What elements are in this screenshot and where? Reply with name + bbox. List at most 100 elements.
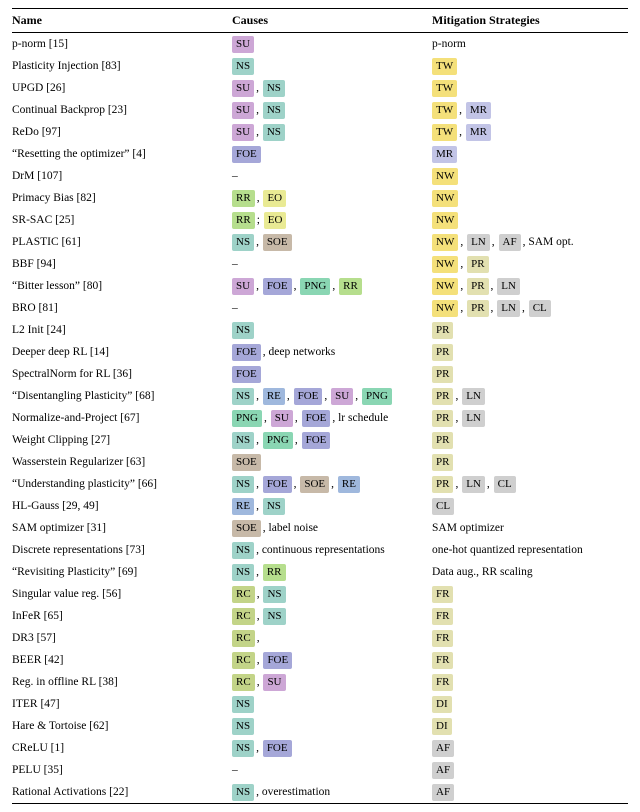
cell-name: Normalize-and-Project [67]: [12, 407, 232, 429]
cell-causes: SU, NS: [232, 99, 432, 121]
cell-mitigation: TW: [432, 77, 628, 99]
tag-pr: PR: [467, 278, 488, 295]
method-name: Singular value reg.: [12, 588, 102, 600]
plain-text: ,: [257, 676, 263, 688]
cell-mitigation: MR: [432, 143, 628, 165]
tag-re: RE: [263, 388, 285, 405]
cell-causes: –: [232, 253, 432, 275]
tag-cl: CL: [529, 300, 551, 317]
tag-tw: TW: [432, 80, 457, 97]
tag-fr: FR: [432, 674, 453, 691]
tag-foe: FOE: [232, 344, 261, 361]
tag-rc: RC: [232, 608, 255, 625]
cell-mitigation: PR: [432, 319, 628, 341]
cell-causes: RC, NS: [232, 583, 432, 605]
table-row: Reg. in offline RL [38]RC, SUFR: [12, 671, 628, 693]
table-row: “Bitter lesson” [80]SU, FOE, PNG, RRNW, …: [12, 275, 628, 297]
cell-causes: NS, RR: [232, 561, 432, 583]
cell-name: InFeR [65]: [12, 605, 232, 627]
tag-fr: FR: [432, 652, 453, 669]
tag-soe: SOE: [300, 476, 329, 493]
cell-mitigation: NW, PR: [432, 253, 628, 275]
tag-pr: PR: [432, 344, 453, 361]
col-name-header: Name: [12, 9, 232, 33]
methods-table: Name Causes Mitigation Strategies p-norm…: [12, 8, 628, 804]
cell-mitigation: p-norm: [432, 33, 628, 56]
tag-af: AF: [432, 762, 454, 779]
cell-causes: RC, NS: [232, 605, 432, 627]
tag-cl: CL: [494, 476, 516, 493]
tag-ns: NS: [232, 58, 254, 75]
citation-ref: [31]: [87, 522, 106, 534]
cell-causes: NS, overestimation: [232, 781, 432, 804]
tag-su: SU: [232, 80, 254, 97]
table-row: Discrete representations [73]NS, continu…: [12, 539, 628, 561]
cell-mitigation: FR: [432, 605, 628, 627]
tag-ln: LN: [462, 410, 485, 427]
plain-text: ,: [256, 566, 262, 578]
method-name: PELU: [12, 764, 44, 776]
method-name: Reg. in offline RL: [12, 676, 99, 688]
table-row: Wasserstein Regularizer [63]SOEPR: [12, 451, 628, 473]
tag-di: DI: [432, 718, 452, 735]
cell-mitigation: PR, LN, CL: [432, 473, 628, 495]
cell-causes: SOE: [232, 451, 432, 473]
cell-causes: NS: [232, 55, 432, 77]
tag-foe: FOE: [302, 432, 331, 449]
tag-rr: RR: [339, 278, 362, 295]
tag-foe: FOE: [232, 146, 261, 163]
tag-pr: PR: [432, 410, 453, 427]
citation-ref: [94]: [37, 258, 56, 270]
tag-ns: NS: [232, 234, 254, 251]
cell-causes: PNG, SU, FOE, lr schedule: [232, 407, 432, 429]
plain-text: ,: [522, 302, 528, 314]
tag-nw: NW: [432, 190, 458, 207]
cell-mitigation: Data aug., RR scaling: [432, 561, 628, 583]
cell-mitigation: TW, MR: [432, 121, 628, 143]
cell-name: DrM [107]: [12, 165, 232, 187]
cell-name: BBF [94]: [12, 253, 232, 275]
cell-mitigation: TW: [432, 55, 628, 77]
citation-ref: [80]: [83, 280, 102, 292]
col-causes-header: Causes: [232, 9, 432, 33]
plain-text: ,: [460, 302, 466, 314]
cell-causes: –: [232, 165, 432, 187]
cell-mitigation: CL: [432, 495, 628, 517]
cell-name: ReDo [97]: [12, 121, 232, 143]
plain-text: ,: [256, 280, 262, 292]
cell-name: ITER [47]: [12, 693, 232, 715]
cell-name: SpectralNorm for RL [36]: [12, 363, 232, 385]
tag-af: AF: [432, 784, 454, 801]
cell-causes: SU: [232, 33, 432, 56]
cell-name: Wasserstein Regularizer [63]: [12, 451, 232, 473]
citation-ref: [57]: [37, 632, 56, 644]
cell-causes: SU, FOE, PNG, RR: [232, 275, 432, 297]
cell-name: “Revisiting Plasticity” [69]: [12, 561, 232, 583]
plain-text: ,: [355, 390, 361, 402]
citation-ref: [1]: [51, 742, 64, 754]
citation-ref: [62]: [89, 720, 108, 732]
tag-rc: RC: [232, 630, 255, 647]
plain-text: ,: [491, 280, 497, 292]
plain-text: ,: [492, 236, 498, 248]
tag-soe: SOE: [232, 520, 261, 537]
citation-ref: [61]: [62, 236, 81, 248]
method-name: L2 Init: [12, 324, 47, 336]
cell-name: Weight Clipping [27]: [12, 429, 232, 451]
cell-name: PELU [35]: [12, 759, 232, 781]
tag-nw: NW: [432, 234, 458, 251]
plain-text: ,: [256, 236, 262, 248]
table-row: SpectralNorm for RL [36]FOEPR: [12, 363, 628, 385]
cell-causes: NS: [232, 715, 432, 737]
plain-text: –: [232, 258, 238, 270]
citation-ref: [47]: [40, 698, 59, 710]
plain-text: , label noise: [263, 522, 318, 534]
plain-text: ,: [256, 104, 262, 116]
plain-text: ,: [332, 280, 338, 292]
tag-di: DI: [432, 696, 452, 713]
table-row: DR3 [57]RC, FR: [12, 627, 628, 649]
cell-causes: RR; EO: [232, 209, 432, 231]
cell-mitigation: PR, LN: [432, 407, 628, 429]
plain-text: ,: [324, 390, 330, 402]
plain-text: , overestimation: [256, 786, 330, 798]
